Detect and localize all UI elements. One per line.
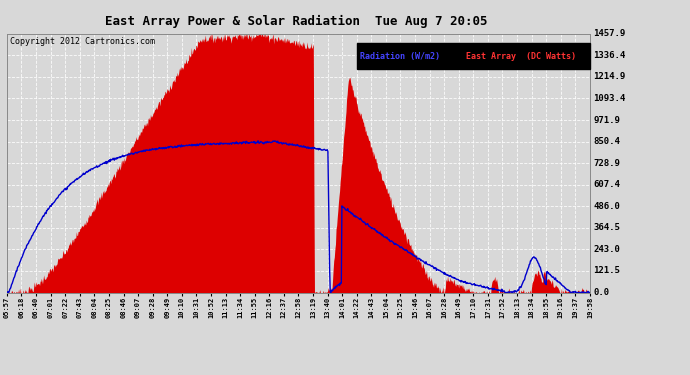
Text: East Array Power & Solar Radiation  Tue Aug 7 20:05: East Array Power & Solar Radiation Tue A… bbox=[106, 15, 488, 28]
Text: 364.5: 364.5 bbox=[593, 223, 620, 232]
Text: 121.5: 121.5 bbox=[593, 266, 620, 275]
Text: 1336.4: 1336.4 bbox=[593, 51, 626, 60]
Text: 1214.9: 1214.9 bbox=[593, 72, 626, 81]
Text: 971.9: 971.9 bbox=[593, 116, 620, 124]
Text: 1457.9: 1457.9 bbox=[593, 29, 626, 38]
Text: 486.0: 486.0 bbox=[593, 202, 620, 211]
Text: 728.9: 728.9 bbox=[593, 159, 620, 168]
Text: East Array  (DC Watts): East Array (DC Watts) bbox=[466, 52, 576, 61]
Text: Radiation (W/m2): Radiation (W/m2) bbox=[360, 52, 440, 61]
Text: Copyright 2012 Cartronics.com: Copyright 2012 Cartronics.com bbox=[10, 38, 155, 46]
Text: 243.0: 243.0 bbox=[593, 245, 620, 254]
Text: 607.4: 607.4 bbox=[593, 180, 620, 189]
Text: 1093.4: 1093.4 bbox=[593, 94, 626, 103]
Text: 0.0: 0.0 bbox=[593, 288, 609, 297]
Text: 850.4: 850.4 bbox=[593, 137, 620, 146]
